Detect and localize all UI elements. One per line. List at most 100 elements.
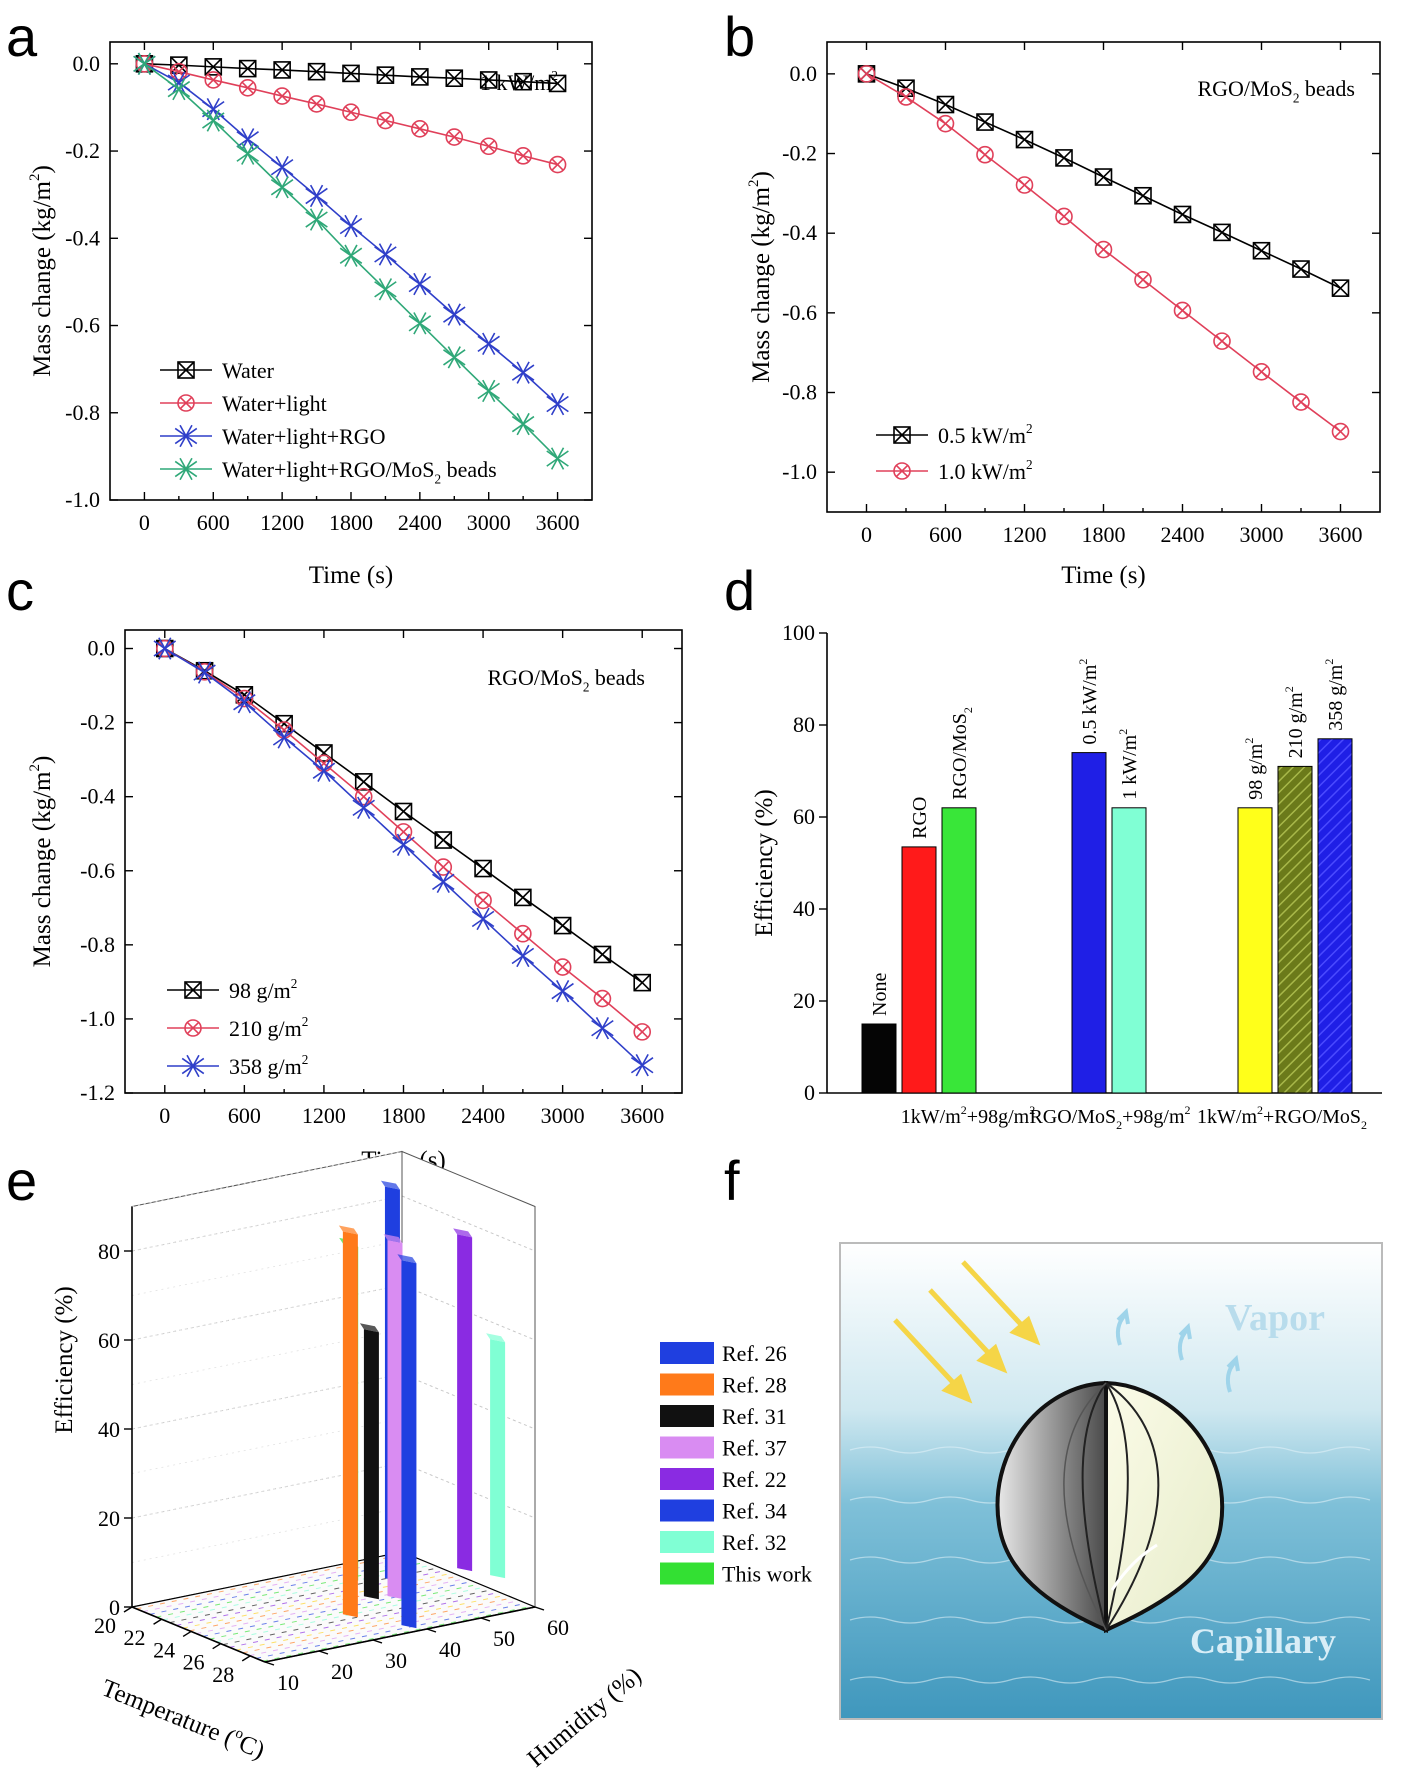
marker-box-x bbox=[479, 71, 498, 89]
series-water-light-rgo-mos bbox=[133, 52, 569, 470]
marker-stroke bbox=[976, 113, 994, 131]
marker-box bbox=[936, 95, 955, 114]
y-tick-label: 100 bbox=[782, 620, 815, 645]
bar-label-group: 0.5 kW/m2 bbox=[1076, 659, 1101, 745]
y-tick-label: 0 bbox=[804, 1080, 815, 1105]
marker-circle-x bbox=[411, 120, 429, 138]
marker-stroke bbox=[476, 907, 490, 931]
z-tick-label: 0 bbox=[109, 1595, 120, 1620]
marker-stroke bbox=[899, 90, 913, 104]
marker-star bbox=[352, 796, 375, 819]
floor-texture-line bbox=[136, 1553, 407, 1610]
capillary-label: Capillary bbox=[1190, 1621, 1336, 1661]
x-tick-label: 3000 bbox=[541, 1103, 585, 1128]
marker-stroke bbox=[344, 244, 358, 267]
z-axis-label-group: Efficiency (%) bbox=[51, 1286, 78, 1433]
marker-stroke bbox=[413, 312, 427, 335]
legend-label: 0.5 kW/m2 bbox=[938, 421, 1033, 448]
marker-box bbox=[1134, 186, 1152, 205]
x-axis-label: Time (s) bbox=[309, 562, 394, 589]
marker-circle bbox=[155, 639, 174, 658]
marker-star bbox=[339, 244, 363, 267]
humidity-tick bbox=[534, 1606, 545, 1611]
marker-star bbox=[551, 979, 574, 1003]
marker-stroke bbox=[397, 825, 410, 839]
humidity-tick-label: 40 bbox=[439, 1637, 461, 1662]
bar-label-group: RGO/MoS2 bbox=[949, 707, 975, 800]
x-tick-label: 1200 bbox=[1003, 522, 1047, 547]
marker-stroke bbox=[184, 981, 202, 999]
marker-box bbox=[1015, 130, 1034, 149]
marker-circle bbox=[1252, 362, 1271, 381]
bar bbox=[1237, 807, 1273, 1094]
marker-circle bbox=[204, 71, 223, 89]
marker-box bbox=[593, 945, 612, 964]
legend-label: 358 g/m2 bbox=[229, 1052, 308, 1079]
floor-texture-line bbox=[209, 1583, 480, 1640]
group-label: 1kW/m2+98g/m2 bbox=[901, 1103, 1035, 1128]
marker-star bbox=[133, 52, 156, 75]
marker-box bbox=[170, 56, 188, 74]
bar-label: None bbox=[869, 973, 891, 1016]
marker-stroke bbox=[445, 69, 463, 87]
bar-label-group: 1 kW/m2 bbox=[1116, 729, 1141, 800]
marker-stroke bbox=[396, 833, 411, 857]
marker-stroke bbox=[551, 158, 564, 171]
humidity-tick bbox=[480, 1617, 491, 1622]
marker-circle bbox=[1094, 240, 1113, 259]
marker-box-x bbox=[394, 802, 413, 821]
marker-circle bbox=[1055, 207, 1073, 226]
marker-box-x bbox=[514, 72, 532, 91]
marker-stroke bbox=[137, 52, 152, 75]
marker-circle-x bbox=[474, 891, 492, 910]
marker-circle-x bbox=[857, 65, 876, 83]
marker-stroke bbox=[514, 888, 532, 906]
vapor-arrows-icon bbox=[1115, 1307, 1240, 1393]
marker-circle bbox=[1015, 176, 1034, 194]
marker-stroke bbox=[237, 691, 251, 714]
marker-circle bbox=[238, 79, 257, 97]
y-tick-label: -0.8 bbox=[782, 380, 817, 405]
marker-box bbox=[394, 802, 413, 821]
marker-box bbox=[434, 831, 453, 849]
marker-stroke bbox=[514, 73, 532, 91]
marker-circle bbox=[1134, 270, 1152, 289]
marker-stroke bbox=[437, 860, 450, 874]
floor-texture-line bbox=[229, 1591, 500, 1648]
bar-label-group: 98 g/m2 bbox=[1242, 738, 1267, 800]
marker-box-x bbox=[1094, 168, 1113, 186]
legend-swatch bbox=[660, 1562, 714, 1585]
marker-circle-x bbox=[1331, 422, 1350, 441]
marker-circle bbox=[893, 462, 911, 480]
marker-box bbox=[184, 981, 202, 999]
marker-star bbox=[270, 156, 294, 179]
marker-circle-x bbox=[273, 87, 291, 105]
marker-box bbox=[1331, 279, 1350, 297]
marker-star bbox=[511, 944, 535, 968]
x-tick-label: 3000 bbox=[1240, 522, 1284, 547]
y-axis-label: Mass change (kg/m2) bbox=[27, 756, 56, 968]
marker-star bbox=[630, 1054, 654, 1077]
legend-swatch bbox=[660, 1499, 714, 1522]
bar-label-group: 210 g/m2 bbox=[1282, 686, 1307, 758]
marker-star bbox=[312, 759, 336, 782]
y-axis-label: Efficiency (%) bbox=[751, 789, 778, 936]
x-tick-label: 1800 bbox=[329, 510, 373, 535]
y-tick-label: 40 bbox=[793, 896, 815, 921]
floor-texture-line bbox=[216, 1586, 487, 1643]
y-tick-label: -0.8 bbox=[80, 932, 115, 957]
legend-label: Ref. 22 bbox=[722, 1467, 787, 1492]
humidity-tick-label: 10 bbox=[277, 1670, 299, 1695]
marker-box-x bbox=[1173, 205, 1192, 224]
panel-label-a: a bbox=[6, 5, 38, 68]
marker-stroke bbox=[1134, 187, 1152, 205]
marker-stroke bbox=[1055, 149, 1073, 167]
y-axis-label: Mass change (kg/m2) bbox=[27, 165, 56, 377]
legend-label: 98 g/m2 bbox=[229, 976, 297, 1003]
marker-circle-x bbox=[1252, 362, 1271, 381]
legend-label: This work bbox=[722, 1562, 812, 1587]
y-tick-label: -0.4 bbox=[782, 220, 817, 245]
marker-stroke bbox=[186, 1021, 200, 1035]
marker-box-x bbox=[204, 58, 223, 76]
marker-circle bbox=[434, 858, 453, 876]
